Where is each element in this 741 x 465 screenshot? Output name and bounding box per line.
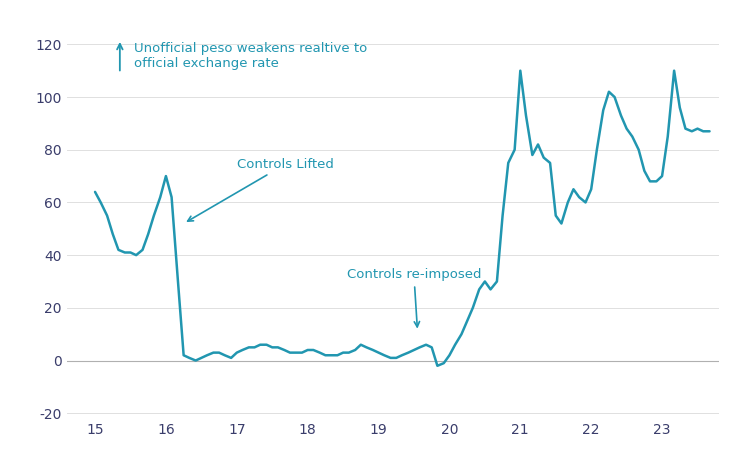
Text: Controls re-imposed: Controls re-imposed <box>347 268 481 327</box>
Text: Unofficial peso weakens realtive to
official exchange rate: Unofficial peso weakens realtive to offi… <box>134 42 368 70</box>
Text: Controls Lifted: Controls Lifted <box>187 158 333 221</box>
